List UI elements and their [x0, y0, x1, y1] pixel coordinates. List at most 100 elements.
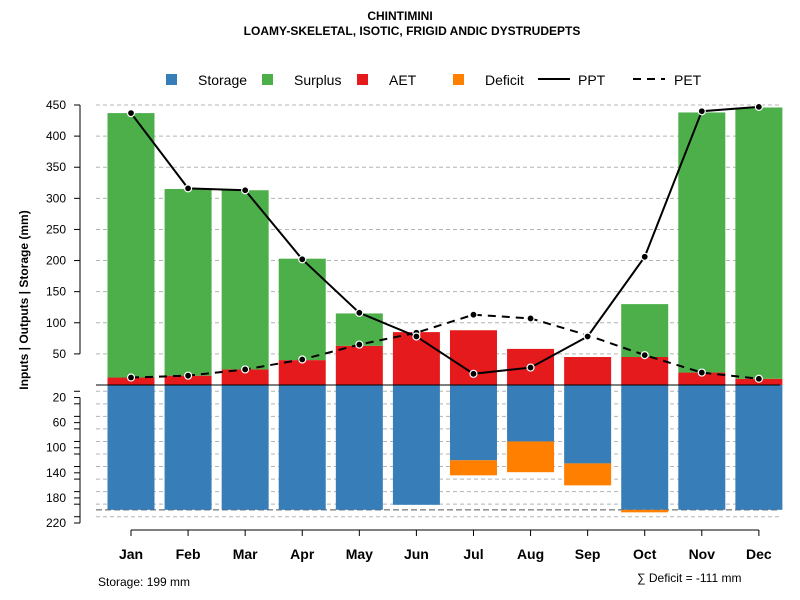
x-tick-label: Feb: [176, 546, 201, 562]
pet-point: [526, 314, 535, 323]
pet-point: [469, 310, 478, 319]
ppt-point: [126, 108, 136, 118]
surplus-bar: [107, 113, 155, 378]
pet-point: [126, 373, 136, 382]
ppt-point: [640, 252, 649, 261]
ppt-point: [241, 186, 250, 195]
pet-point: [241, 365, 250, 374]
storage-bar: [621, 385, 669, 510]
y-tick-label: 180: [46, 491, 66, 505]
ppt-point: [754, 102, 763, 111]
storage-bar: [678, 385, 726, 510]
y-tick-label: 150: [46, 285, 66, 299]
pet-point: [298, 355, 307, 364]
y-tick-label: 450: [46, 98, 66, 112]
x-tick-label: Dec: [746, 546, 772, 562]
y-tick-label: 350: [46, 160, 66, 174]
lines-layer: [126, 102, 763, 383]
pet-point: [183, 371, 193, 380]
x-tick-label: Sep: [575, 546, 601, 562]
ppt-point: [355, 308, 364, 317]
storage-bar: [564, 385, 612, 464]
x-tick-label: Jul: [463, 546, 483, 562]
aet-bar: [335, 345, 383, 385]
storage-bar: [335, 385, 383, 510]
storage-bar: [507, 385, 555, 442]
y-tick-label: 100: [46, 316, 66, 330]
y-tick-label: 50: [53, 347, 67, 361]
storage-bar: [107, 385, 155, 510]
chart-title: CHINTIMINI: [367, 9, 432, 23]
pet-point: [697, 368, 706, 377]
aet-bar: [392, 332, 440, 385]
aet-bar: [164, 375, 212, 385]
ppt-point: [183, 184, 193, 193]
surplus-bar: [678, 112, 726, 373]
x-tick-label: Mar: [233, 546, 258, 562]
aet-bar: [221, 369, 269, 385]
y-tick-label: 200: [46, 254, 66, 268]
deficit-bar: [621, 509, 669, 513]
surplus-bar: [621, 304, 669, 357]
y-axis-label: Inputs | Outputs | Storage (mm): [17, 210, 31, 389]
x-tick-label: Oct: [633, 546, 657, 562]
legend-storage-swatch: [166, 74, 177, 85]
pet-point: [754, 374, 763, 383]
storage-bar: [392, 385, 440, 505]
legend-surplus-swatch: [262, 74, 273, 85]
storage-bar: [278, 385, 326, 510]
storage-bar: [164, 385, 212, 510]
ppt-line: [130, 105, 759, 375]
legend-pet-label: PET: [674, 72, 702, 88]
legend-aet-label: AET: [389, 72, 417, 88]
y-tick-label: 400: [46, 129, 66, 143]
y-tick-label: 100: [46, 441, 66, 455]
bars-layer: [107, 107, 783, 513]
ppt-point: [526, 363, 535, 372]
aet-bar: [678, 372, 726, 385]
legend-storage-label: Storage: [198, 72, 247, 88]
deficit-footer: ∑ Deficit = -111 mm: [637, 571, 741, 585]
ppt-point: [298, 255, 307, 264]
y-tick-label: 60: [53, 416, 67, 430]
surplus-bar: [221, 190, 269, 370]
pet-point: [640, 351, 649, 360]
storage-bar: [735, 385, 783, 510]
x-tick-label: Jan: [119, 546, 143, 562]
legend-aet-swatch: [357, 74, 368, 85]
x-tick-label: Aug: [517, 546, 544, 562]
storage-footer: Storage: 199 mm: [98, 575, 190, 589]
x-tick-label: May: [346, 546, 373, 562]
pet-point: [355, 340, 364, 349]
legend-ppt-label: PPT: [578, 72, 606, 88]
x-tick-label: Jun: [404, 546, 429, 562]
storage-bar: [449, 385, 497, 461]
surplus-bar: [735, 107, 783, 379]
ppt-point: [412, 332, 421, 341]
y-tick-label: 250: [46, 222, 66, 236]
ppt-point: [697, 107, 706, 116]
legend-deficit-label: Deficit: [485, 72, 524, 88]
deficit-bar: [507, 441, 555, 473]
y-tick-label: 140: [46, 466, 66, 480]
chart-subtitle: LOAMY-SKELETAL, ISOTIC, FRIGID ANDIC DYS…: [244, 24, 581, 38]
legend-surplus-label: Surplus: [294, 72, 341, 88]
surplus-bar: [164, 189, 212, 376]
aet-bar: [621, 357, 669, 385]
storage-bar: [221, 385, 269, 510]
surplus-bar: [278, 258, 326, 361]
aet-bar: [278, 360, 326, 385]
legend: Storage Surplus AET Deficit PPT PET: [166, 72, 702, 88]
axes: 50 100 150 200 250 300 350 400 450 20 60 100 140 180 2…: [46, 98, 780, 562]
pet-line: [130, 313, 759, 380]
aet-bar: [564, 357, 612, 385]
x-tick-label: Apr: [290, 546, 315, 562]
deficit-bar: [449, 460, 497, 476]
legend-deficit-swatch: [453, 74, 464, 85]
deficit-bar: [564, 463, 612, 486]
x-tick-label: Nov: [689, 546, 716, 562]
y-tick-label: 220: [46, 516, 66, 530]
y-tick-label: 20: [53, 391, 67, 405]
ppt-point: [583, 332, 592, 341]
